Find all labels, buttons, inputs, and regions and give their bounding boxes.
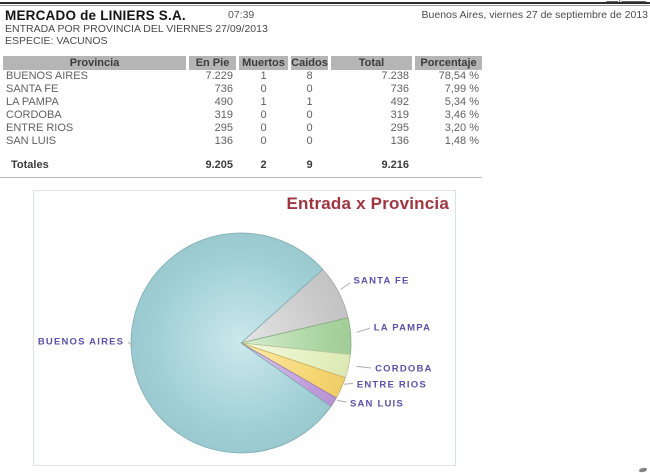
table-cell: Totales — [11, 159, 49, 171]
table-cell: 8 — [306, 70, 313, 82]
label-leader-line — [127, 341, 134, 347]
table-cell: 0 — [260, 109, 267, 121]
corner-artifact — [638, 467, 648, 473]
label-leader-line — [337, 399, 347, 403]
species-line: ESPECIE: VACUNOS — [5, 35, 108, 47]
pie-label-san-luis: SAN LUIS — [349, 398, 404, 410]
column-header: Provincia — [3, 56, 186, 70]
table-row: ENTRE RIOS 295 0 0 295 3,20 % — [3, 122, 482, 135]
label-leader-line — [356, 365, 372, 369]
table-cell — [415, 159, 482, 172]
table-cell: 295 — [390, 122, 409, 134]
table-row: BUENOS AIRES 7.229 1 8 7.238 78,54 % — [3, 70, 482, 83]
table-row: SANTA FE 736 0 0 736 7,99 % — [3, 83, 482, 96]
label-leader-line — [340, 282, 351, 290]
pie-label-buenos-aires: BUENOS AIRES — [37, 336, 125, 348]
company-title: MERCADO de LINIERS S.A. — [5, 8, 186, 23]
table-cell: CORDOBA — [6, 109, 62, 121]
table-cell: 9 — [306, 159, 313, 171]
pie-label-entre-rios: ENTRE RIOS — [356, 379, 427, 391]
column-header: En Pie — [189, 56, 236, 70]
table-cell: BUENOS AIRES — [6, 70, 88, 82]
table-row: LA PAMPA 490 1 1 492 5,34 % — [3, 96, 482, 109]
table-row: SAN LUIS 136 0 0 136 1,48 % — [3, 135, 482, 148]
table-cell: 7.238 — [381, 70, 409, 82]
table-cell: 319 — [214, 109, 233, 121]
pie-label-cordoba: CORDOBA — [375, 363, 433, 375]
table-cell: 0 — [306, 109, 313, 121]
table-cell: 492 — [390, 96, 409, 108]
pie-label-la-pampa: LA PAMPA — [373, 322, 432, 334]
province-table: Provincia En Pie Muertos Caidos Total Porcent… — [0, 56, 485, 172]
table-cell: 0 — [306, 135, 313, 147]
table-cell: LA PAMPA — [6, 96, 59, 108]
table-cell: 136 — [390, 135, 409, 147]
table-row: CORDOBA 319 0 0 319 3,46 % — [3, 109, 482, 122]
pie-slice-buenos-aires — [130, 232, 332, 454]
totals-row: Totales 9.205 2 9 9.216 — [3, 159, 482, 172]
report-time: 07:39 — [228, 9, 255, 21]
table-cell: 736 — [214, 83, 233, 95]
table-cell: 1 — [260, 70, 267, 82]
column-header: Muertos — [239, 56, 288, 70]
print-link[interactable]: Imprimir — [606, 0, 646, 3]
report-header: MERCADO de LINIERS S.A. 07:39 Buenos Air… — [5, 7, 648, 23]
table-cell: 0 — [260, 83, 267, 95]
table-cell: SANTA FE — [6, 83, 59, 95]
report-subtitle: ENTRADA POR PROVINCIA DEL VIERNES 27/09/… — [5, 23, 268, 35]
column-header: Porcentaje — [415, 56, 482, 70]
table-cell: 490 — [214, 96, 233, 108]
dateline: Buenos Aires, viernes 27 de septiembre d… — [421, 9, 648, 21]
table-cell: 295 — [214, 122, 233, 134]
pie-chart — [127, 232, 372, 454]
table-cell: 319 — [390, 109, 409, 121]
column-header: Caidos — [291, 56, 328, 70]
table-cell: 0 — [306, 83, 313, 95]
table-cell: ENTRE RIOS — [6, 122, 74, 134]
table-cell: 78,54 % — [438, 70, 479, 82]
table-cell: 9.205 — [205, 159, 233, 171]
label-leader-line — [344, 382, 354, 385]
table-cell: 2 — [260, 159, 267, 171]
table-cell: 136 — [214, 135, 233, 147]
pie-label-santa-fe: SANTA FE — [353, 275, 410, 287]
table-cell: 1,48 % — [444, 135, 479, 147]
table-cell: 736 — [390, 83, 409, 95]
table-cell: 1 — [306, 96, 313, 108]
table-cell: 5,34 % — [444, 96, 479, 108]
table-cell: 0 — [260, 135, 267, 147]
table-cell: SAN LUIS — [6, 135, 57, 147]
chart-title: Entrada x Provincia — [286, 194, 449, 213]
label-leader-line — [356, 327, 370, 333]
table-cell: 7,99 % — [444, 83, 479, 95]
table-cell: 0 — [260, 122, 267, 134]
table-bottom-divider — [0, 177, 482, 178]
table-cell: 3,20 % — [444, 122, 479, 134]
table-header-row: Provincia En Pie Muertos Caidos Total Porcent… — [3, 56, 482, 70]
table-cell: 0 — [306, 122, 313, 134]
table-cell: 9.216 — [381, 159, 409, 171]
table-cell: 7.229 — [205, 70, 233, 82]
chart-panel: Entrada x Provincia SANTA FE LA PAMPA CORD… — [33, 190, 456, 466]
top-divider — [0, 2, 650, 6]
spacer-row — [3, 148, 482, 159]
table-cell: 1 — [260, 96, 267, 108]
table-cell: 3,46 % — [444, 109, 479, 121]
column-header: Total — [331, 56, 412, 70]
